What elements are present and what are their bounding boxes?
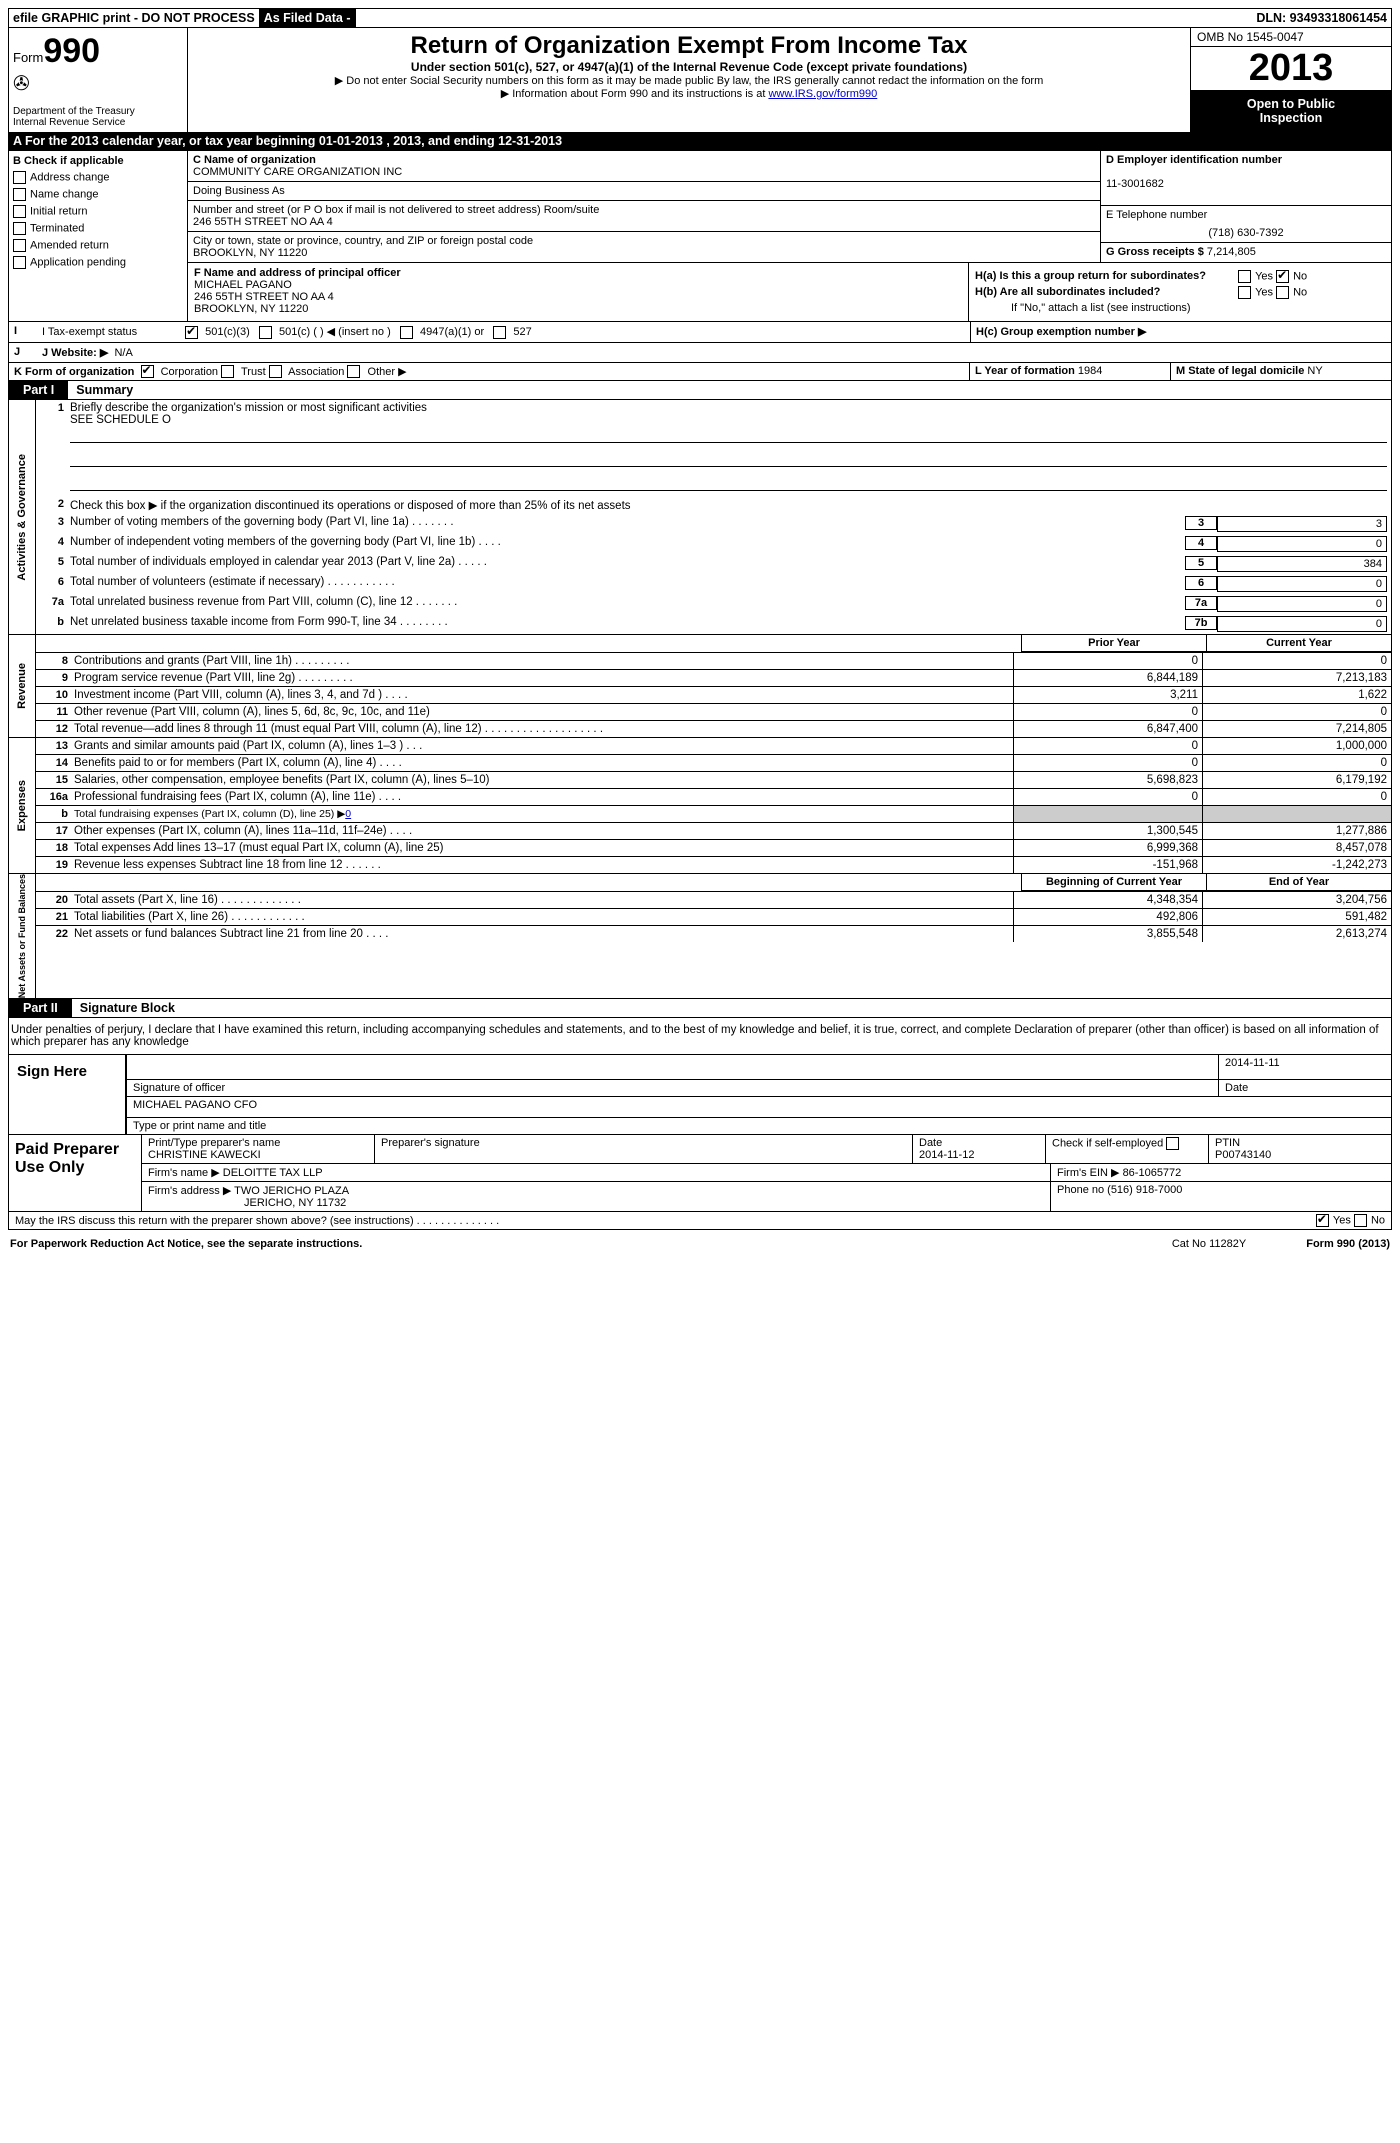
pra-notice: For Paperwork Reduction Act Notice, see … bbox=[10, 1238, 362, 1250]
preparer-block: Paid Preparer Use Only Print/Type prepar… bbox=[8, 1135, 1392, 1212]
irs-link[interactable]: www.IRS.gov/form990 bbox=[768, 88, 877, 100]
vlabel-net: Net Assets or Fund Balances bbox=[17, 874, 27, 998]
form-subtitle: Under section 501(c), 527, or 4947(a)(1)… bbox=[192, 60, 1186, 74]
paid-preparer-label: Paid Preparer Use Only bbox=[9, 1135, 141, 1211]
chk-self-employed[interactable] bbox=[1166, 1137, 1179, 1150]
efile-notice: efile GRAPHIC print - DO NOT PROCESS bbox=[9, 9, 260, 27]
chk-trust[interactable] bbox=[221, 365, 234, 378]
gross-receipts-cell: G Gross receipts $ 7,214,805 bbox=[1101, 243, 1391, 261]
addr-cell: Number and street (or P O box if mail is… bbox=[188, 201, 1100, 232]
chk-name-change[interactable] bbox=[13, 188, 26, 201]
vlabel-exp: Expenses bbox=[16, 780, 28, 831]
open-inspection: Open to PublicInspection bbox=[1191, 91, 1391, 132]
part2-header: Part IISignature Block bbox=[8, 999, 1392, 1018]
activities-governance: Activities & Governance 1Briefly describ… bbox=[8, 400, 1392, 635]
ha-yes[interactable] bbox=[1238, 270, 1251, 283]
chk-terminated[interactable] bbox=[13, 222, 26, 235]
net-assets-section: Net Assets or Fund Balances Beginning of… bbox=[8, 874, 1392, 999]
form-header: Form990 ✇ Department of the Treasury Int… bbox=[8, 28, 1392, 132]
vlabel-ag: Activities & Governance bbox=[16, 454, 28, 581]
chk-corp[interactable] bbox=[141, 365, 154, 378]
officer-cell: F Name and address of principal officer … bbox=[188, 263, 969, 321]
section-header-info: B Check if applicable Address change Nam… bbox=[8, 151, 1392, 322]
chk-other[interactable] bbox=[347, 365, 360, 378]
section-b: B Check if applicable Address change Nam… bbox=[9, 151, 188, 321]
vlabel-rev: Revenue bbox=[16, 663, 28, 709]
row-klm: K Form of organization Corporation Trust… bbox=[8, 363, 1392, 382]
part1-header: Part ISummary bbox=[8, 381, 1392, 400]
ha-no[interactable] bbox=[1276, 270, 1289, 283]
page-footer: For Paperwork Reduction Act Notice, see … bbox=[8, 1230, 1392, 1258]
top-bar: efile GRAPHIC print - DO NOT PROCESS As … bbox=[8, 8, 1392, 28]
line-a: A For the 2013 calendar year, or tax yea… bbox=[8, 132, 1392, 151]
cat-no: Cat No 11282Y bbox=[1172, 1238, 1246, 1250]
tax-year: 2013 bbox=[1191, 47, 1391, 91]
chk-address-change[interactable] bbox=[13, 171, 26, 184]
form-note2: ▶ Information about Form 990 and its ins… bbox=[192, 87, 1186, 100]
hb-no[interactable] bbox=[1276, 286, 1289, 299]
dept-line2: Internal Revenue Service bbox=[13, 117, 183, 128]
chk-527[interactable] bbox=[493, 326, 506, 339]
irs-discuss-row: May the IRS discuss this return with the… bbox=[8, 1212, 1392, 1230]
sign-here-label: Sign Here bbox=[9, 1055, 125, 1134]
chk-app-pending[interactable] bbox=[13, 256, 26, 269]
signature-block: Sign Here 2014-11-11 Signature of office… bbox=[8, 1054, 1392, 1135]
chk-501c3[interactable] bbox=[185, 326, 198, 339]
chk-501c[interactable] bbox=[259, 326, 272, 339]
hc-cell: H(c) Group exemption number ▶ bbox=[970, 322, 1391, 342]
chk-4947[interactable] bbox=[400, 326, 413, 339]
perjury-statement: Under penalties of perjury, I declare th… bbox=[8, 1018, 1392, 1054]
city-cell: City or town, state or province, country… bbox=[188, 232, 1100, 262]
dba-cell: Doing Business As bbox=[188, 182, 1100, 201]
form-title: Return of Organization Exempt From Incom… bbox=[192, 32, 1186, 60]
row-i: I I Tax-exempt status 501(c)(3) 501(c) (… bbox=[8, 322, 1392, 343]
omb-number: OMB No 1545-0047 bbox=[1191, 28, 1391, 47]
h-section: H(a) Is this a group return for subordin… bbox=[969, 263, 1391, 321]
phone-cell: E Telephone number(718) 630-7392 bbox=[1101, 206, 1391, 243]
chk-assoc[interactable] bbox=[269, 365, 282, 378]
revenue-section: Revenue Prior YearCurrent Year 8Contribu… bbox=[8, 635, 1392, 738]
expenses-section: Expenses 13Grants and similar amounts pa… bbox=[8, 738, 1392, 874]
org-name-cell: C Name of organizationCOMMUNITY CARE ORG… bbox=[188, 151, 1100, 182]
dept-line1: Department of the Treasury bbox=[13, 106, 183, 117]
as-filed: As Filed Data - bbox=[260, 9, 356, 27]
form-number: 990 bbox=[43, 32, 100, 70]
discuss-no[interactable] bbox=[1354, 1214, 1367, 1227]
hb-yes[interactable] bbox=[1238, 286, 1251, 299]
discuss-yes[interactable] bbox=[1316, 1214, 1329, 1227]
dln: DLN: 93493318061454 bbox=[1252, 9, 1391, 27]
ein-cell: D Employer identification number11-30016… bbox=[1101, 151, 1391, 206]
row-j: J J Website: ▶ N/A bbox=[8, 343, 1392, 363]
form-ref: Form 990 (2013) bbox=[1306, 1238, 1390, 1250]
form-word: Form bbox=[13, 50, 43, 65]
form-note1: ▶ Do not enter Social Security numbers o… bbox=[192, 74, 1186, 87]
chk-amended[interactable] bbox=[13, 239, 26, 252]
chk-initial-return[interactable] bbox=[13, 205, 26, 218]
